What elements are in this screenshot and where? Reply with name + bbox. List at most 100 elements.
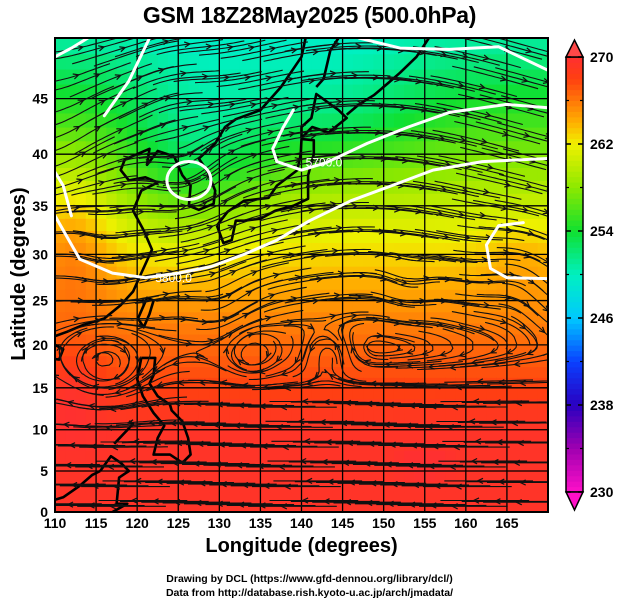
field-cell bbox=[229, 408, 241, 420]
field-cell bbox=[486, 501, 498, 512]
streamline-arrow bbox=[523, 131, 531, 138]
colorbar-segment bbox=[566, 116, 583, 123]
streamline-arrow bbox=[100, 153, 109, 159]
field-cell bbox=[106, 333, 118, 346]
field-cell bbox=[342, 408, 354, 420]
streamline bbox=[158, 98, 247, 114]
field-cell bbox=[209, 127, 220, 142]
streamline-arrow bbox=[324, 439, 332, 446]
field-cell bbox=[85, 408, 97, 420]
field-cell bbox=[363, 205, 374, 219]
field-cell bbox=[65, 230, 77, 243]
field-cell bbox=[250, 84, 261, 100]
field-cell bbox=[281, 218, 292, 231]
field-cell bbox=[486, 254, 498, 267]
field-cell bbox=[373, 429, 385, 441]
field-cell bbox=[373, 69, 385, 85]
field-cell bbox=[291, 140, 303, 155]
streamline bbox=[496, 247, 548, 263]
streamline-arrow bbox=[390, 381, 398, 388]
field-cell bbox=[414, 127, 426, 142]
streamline bbox=[282, 248, 371, 259]
streamline bbox=[74, 271, 163, 282]
field-cell bbox=[126, 113, 138, 128]
field-cell bbox=[435, 230, 446, 243]
colorbar-segment bbox=[566, 290, 583, 297]
field-cell bbox=[414, 266, 426, 279]
field-cell bbox=[281, 84, 292, 100]
streamline-arrow bbox=[436, 209, 444, 217]
field-cell bbox=[486, 322, 498, 335]
streamline bbox=[55, 204, 113, 212]
field-cell bbox=[537, 140, 548, 155]
streamline-arrow bbox=[147, 419, 156, 426]
field-cell bbox=[116, 300, 128, 313]
field-cell bbox=[96, 501, 107, 512]
streamline bbox=[111, 242, 200, 259]
field-cell bbox=[311, 167, 323, 181]
field-cell bbox=[486, 450, 498, 462]
field-cell bbox=[209, 289, 220, 302]
streamline-arrow bbox=[271, 227, 279, 235]
streamline-arrow bbox=[177, 479, 185, 486]
field-cell bbox=[537, 127, 548, 142]
streamline-arrow bbox=[79, 230, 87, 238]
field-cell bbox=[229, 53, 241, 70]
field-cell bbox=[435, 377, 446, 389]
field-cell bbox=[55, 254, 66, 267]
field-cell bbox=[517, 408, 529, 420]
field-cell bbox=[311, 242, 323, 255]
field-cell bbox=[178, 471, 190, 482]
streamline bbox=[117, 264, 206, 282]
field-cell bbox=[188, 311, 200, 324]
field-cell bbox=[260, 322, 272, 335]
colorbar-segment bbox=[566, 198, 583, 205]
field-cell bbox=[147, 113, 159, 128]
field-cell bbox=[322, 322, 333, 335]
streamline-arrow bbox=[412, 382, 420, 389]
streamline-arrow bbox=[350, 345, 357, 354]
field-cell bbox=[393, 113, 405, 128]
field-cell bbox=[178, 84, 190, 100]
field-cell bbox=[147, 450, 159, 462]
field-cell bbox=[178, 127, 190, 142]
field-cell bbox=[537, 491, 548, 503]
field-cell bbox=[291, 300, 303, 313]
field-cell bbox=[342, 289, 354, 302]
field-cell bbox=[537, 218, 548, 231]
field-cell bbox=[496, 84, 508, 100]
field-cell bbox=[147, 193, 159, 207]
field-cell bbox=[486, 277, 498, 290]
streamline-arrow bbox=[124, 276, 132, 283]
field-cell bbox=[414, 450, 426, 462]
streamline bbox=[114, 38, 188, 58]
field-cell bbox=[373, 277, 385, 290]
colorbar-segment bbox=[566, 372, 583, 379]
field-cell bbox=[352, 230, 364, 243]
field-cell bbox=[126, 98, 138, 114]
colorbar-segment bbox=[566, 421, 583, 428]
field-cell bbox=[527, 491, 539, 503]
coastline bbox=[99, 454, 131, 512]
field-cell bbox=[116, 377, 128, 389]
field-cell bbox=[363, 429, 374, 441]
field-cell bbox=[96, 419, 107, 431]
field-cell bbox=[75, 501, 87, 512]
field-cell bbox=[517, 300, 529, 313]
field-cell bbox=[301, 167, 313, 181]
field-cell bbox=[260, 38, 272, 55]
streamline-arrow bbox=[107, 463, 115, 471]
field-cell bbox=[188, 322, 200, 335]
field-cell bbox=[96, 450, 107, 462]
streamline-arrow bbox=[99, 335, 107, 343]
field-cell bbox=[55, 501, 66, 512]
field-cell bbox=[383, 344, 395, 357]
field-cell bbox=[496, 398, 508, 410]
field-cell bbox=[445, 193, 457, 207]
field-cell bbox=[393, 471, 405, 482]
field-cell bbox=[393, 501, 405, 512]
streamline-arrow bbox=[538, 326, 546, 334]
field-cell bbox=[157, 322, 169, 335]
field-cell bbox=[424, 333, 436, 346]
streamline-arrow bbox=[237, 501, 245, 508]
